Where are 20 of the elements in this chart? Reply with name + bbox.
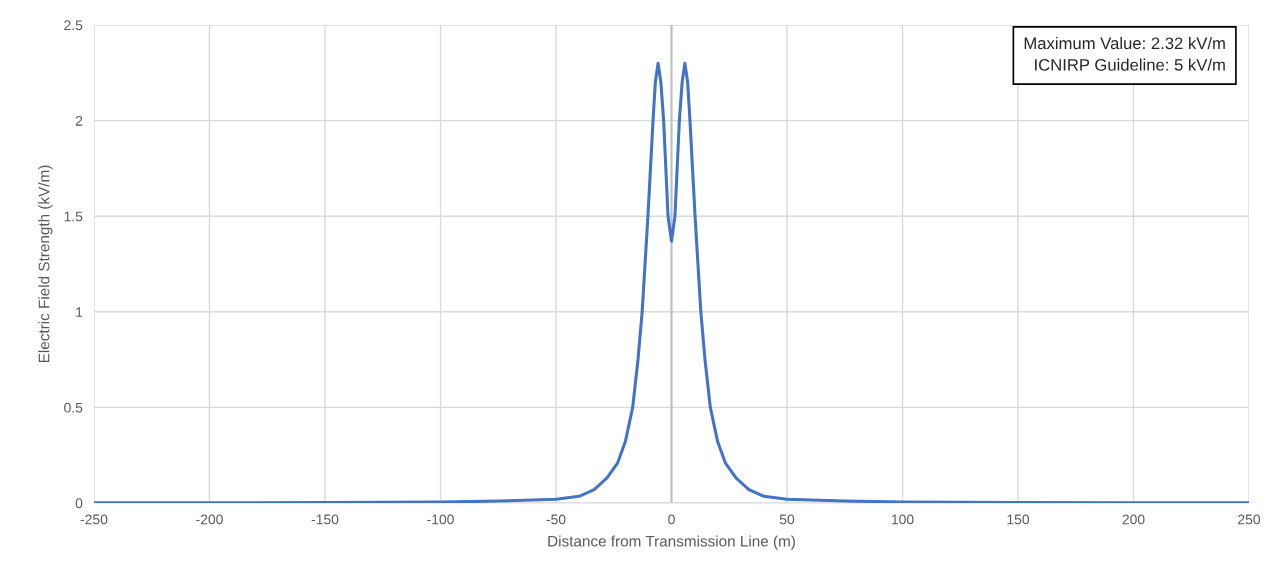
x-tick-label: -250 [80, 514, 108, 525]
x-tick-label: -200 [196, 514, 223, 525]
annotation: Maximum Value: 2.32 kV/m ICNIRP Guideline: 5 kV/m [1024, 36, 1225, 71]
y-tick-label: 0 [75, 498, 83, 509]
x-tick-label: 50 [779, 514, 795, 525]
x-tick-label: -50 [546, 514, 566, 525]
x-tick-label: -100 [427, 514, 454, 525]
x-tick-label: 250 [1238, 514, 1261, 525]
y-tick-label: 2 [75, 115, 83, 126]
y-tick-label: 0.5 [64, 402, 83, 413]
x-tick-label: -150 [311, 514, 339, 525]
x-axis-title: Distance from Transmission Line (m) [548, 535, 795, 550]
y-tick-label: 1 [76, 307, 83, 317]
x-tick-label: 150 [1007, 514, 1030, 525]
y-tick-label: 2.5 [64, 20, 83, 31]
x-tick-label: 100 [891, 514, 914, 525]
y-axis-title: Electric Field Strength (kV/m) [38, 165, 53, 363]
x-tick-label: 200 [1122, 514, 1145, 525]
x-tick-label: 0 [668, 514, 675, 525]
y-tick-label: 1.5 [64, 211, 83, 222]
